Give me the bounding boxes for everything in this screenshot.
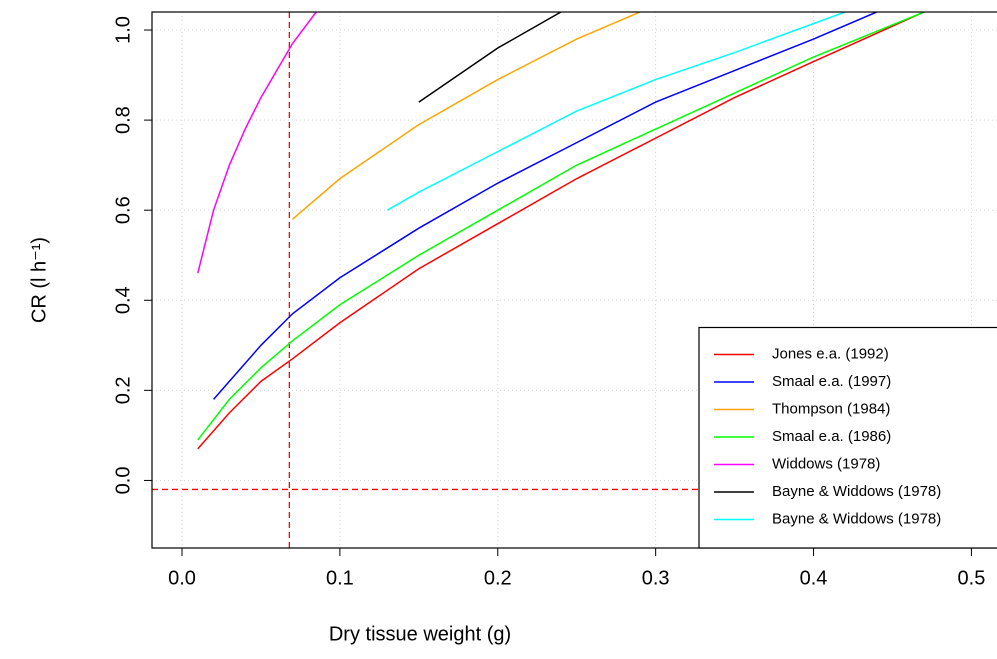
plot-area	[152, 12, 997, 548]
legend-label: Thompson (1984)	[772, 400, 890, 417]
y-tick-label: 0.4	[112, 286, 134, 314]
x-tick-label: 0.4	[800, 567, 828, 589]
legend-label: Smaal e.a. (1997)	[772, 373, 891, 390]
legend-label: Smaal e.a. (1986)	[772, 428, 891, 445]
x-axis-label: Dry tissue weight (g)	[329, 623, 511, 645]
plot-frame	[151, 11, 997, 549]
legend-label: Jones e.a. (1992)	[772, 345, 889, 362]
series-line	[292, 12, 641, 220]
series-line	[418, 12, 562, 103]
legend: Jones e.a. (1992) Smaal e.a. (1997) Thomps…	[698, 326, 997, 549]
legend-label: Bayne & Widdows (1978)	[772, 483, 941, 500]
y-tick-label: 0.2	[112, 376, 134, 404]
x-tick-label: 0.5	[958, 567, 986, 589]
y-tick-label: 0.0	[112, 467, 134, 495]
series-line	[386, 12, 846, 211]
y-tick-label: 0.8	[112, 106, 134, 134]
legend-label: Bayne & Widdows (1978)	[772, 510, 941, 527]
y-tick-label: 1.0	[112, 16, 134, 44]
legend-label: Widdows (1978)	[772, 455, 880, 472]
series-line	[197, 12, 925, 450]
x-tick-label: 0.2	[484, 567, 512, 589]
x-tick-label: 0.0	[168, 567, 196, 589]
x-tick-label: 0.1	[326, 567, 354, 589]
x-tick-label: 0.3	[642, 567, 670, 589]
series-line	[213, 12, 877, 400]
series-line	[197, 12, 317, 274]
series-line	[197, 12, 925, 441]
y-axis-label: CR (l h⁻¹)	[28, 237, 50, 323]
y-tick-label: 0.6	[112, 196, 134, 224]
